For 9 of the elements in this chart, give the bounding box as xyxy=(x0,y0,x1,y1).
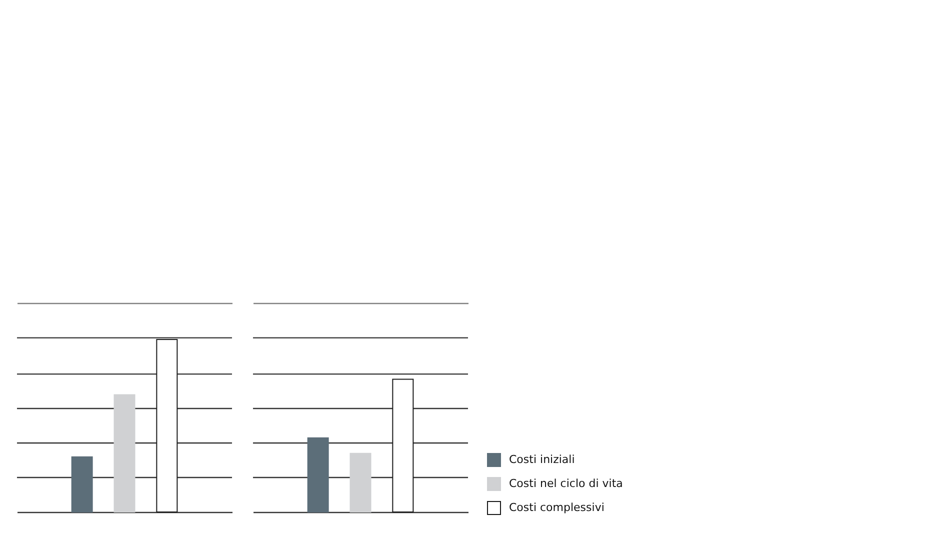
bar xyxy=(392,378,414,512)
bar xyxy=(156,339,178,512)
bar xyxy=(71,456,93,512)
bar xyxy=(114,394,136,512)
legend-label: Costi iniziali xyxy=(509,453,575,466)
legend-label: Costi complessivi xyxy=(509,501,604,514)
legend-label: Costi nel ciclo di vita xyxy=(509,477,623,490)
bar xyxy=(307,437,329,512)
bar xyxy=(350,452,372,512)
